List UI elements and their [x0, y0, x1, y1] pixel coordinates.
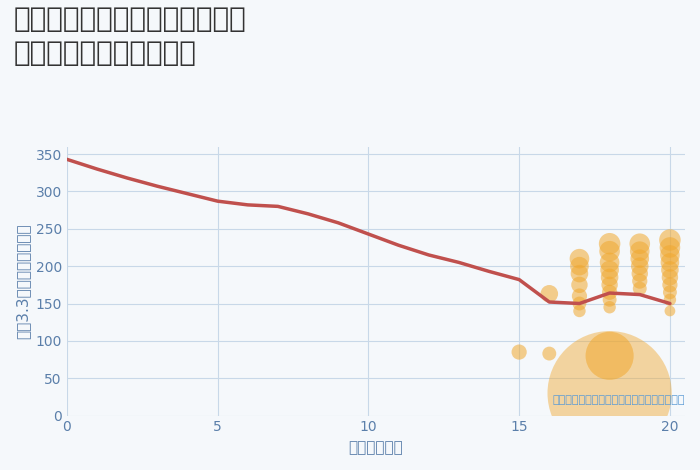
Point — [664, 244, 676, 251]
Point — [664, 236, 676, 244]
Y-axis label: 坪（3.3㎡）単価（万円）: 坪（3.3㎡）単価（万円） — [15, 223, 30, 339]
Text: 円の大きさは、取引のあった物件面積を示す: 円の大きさは、取引のあった物件面積を示す — [552, 395, 685, 405]
Point — [664, 274, 676, 281]
Point — [604, 296, 615, 304]
Point — [574, 270, 585, 277]
Point — [664, 289, 676, 296]
Point — [574, 300, 585, 307]
Point — [604, 274, 615, 281]
Point — [604, 304, 615, 311]
Point — [604, 247, 615, 255]
Point — [634, 285, 645, 292]
Point — [604, 289, 615, 296]
Point — [604, 390, 615, 397]
Point — [634, 240, 645, 248]
Point — [664, 307, 676, 315]
Point — [664, 296, 676, 304]
Point — [574, 262, 585, 270]
Point — [514, 348, 525, 356]
Point — [604, 258, 615, 266]
Point — [634, 277, 645, 285]
Point — [664, 258, 676, 266]
Point — [604, 352, 615, 360]
Point — [574, 307, 585, 315]
X-axis label: 駅距離（分）: 駅距離（分） — [349, 440, 403, 455]
Point — [664, 281, 676, 289]
Point — [664, 266, 676, 274]
Point — [604, 266, 615, 274]
Point — [544, 290, 555, 298]
Point — [634, 262, 645, 270]
Point — [574, 292, 585, 300]
Point — [634, 270, 645, 277]
Point — [634, 247, 645, 255]
Point — [574, 255, 585, 262]
Point — [544, 350, 555, 357]
Point — [634, 255, 645, 262]
Point — [664, 251, 676, 258]
Text: 神奈川県川崎市高津区子母口の
駅距離別中古戸建て価格: 神奈川県川崎市高津区子母口の 駅距離別中古戸建て価格 — [14, 5, 246, 67]
Point — [604, 281, 615, 289]
Point — [604, 240, 615, 248]
Point — [574, 281, 585, 289]
